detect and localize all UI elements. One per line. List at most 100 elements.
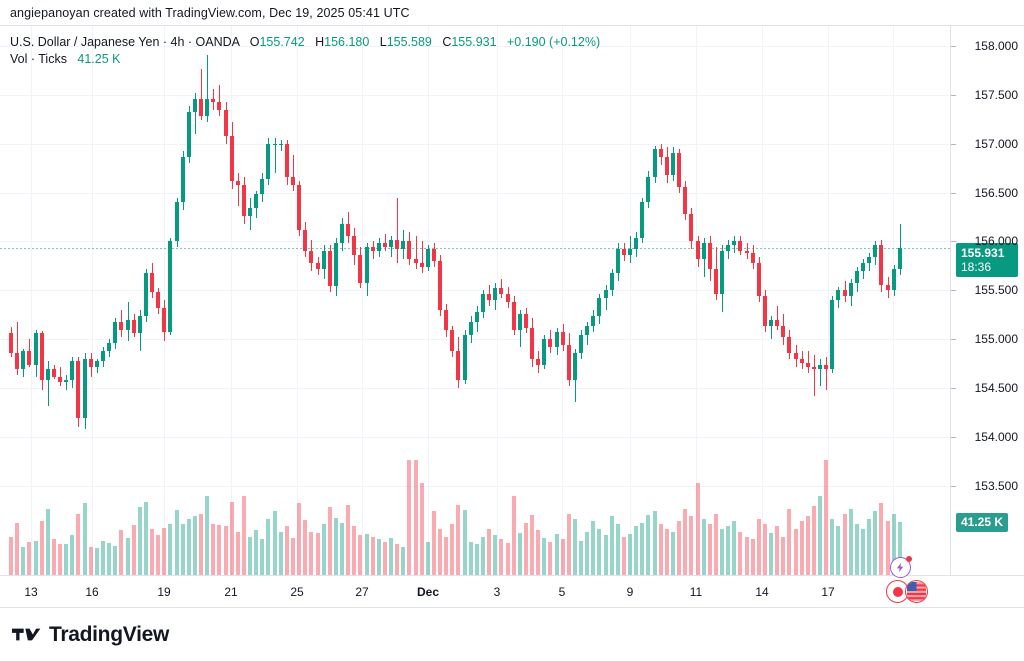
candle-body[interactable] — [254, 194, 259, 209]
volume-bar[interactable] — [671, 531, 675, 575]
candle-body[interactable] — [223, 110, 228, 136]
volume-bar[interactable] — [713, 513, 718, 575]
candle-body[interactable] — [842, 290, 847, 297]
candle-body[interactable] — [572, 353, 577, 381]
volume-bar[interactable] — [21, 546, 26, 575]
volume-bar[interactable] — [180, 523, 185, 575]
volume-bar[interactable] — [229, 502, 234, 575]
volume-bar[interactable] — [707, 523, 712, 575]
candle-body[interactable] — [413, 259, 418, 263]
volume-bar[interactable] — [756, 518, 761, 575]
candle-body[interactable] — [272, 143, 277, 146]
candle-body[interactable] — [499, 288, 504, 295]
volume-bar[interactable] — [824, 460, 829, 575]
volume-bar[interactable] — [695, 483, 700, 575]
volume-bar[interactable] — [211, 523, 216, 575]
candle-body[interactable] — [591, 315, 596, 326]
volume-bar[interactable] — [76, 513, 81, 575]
volume-bar[interactable] — [830, 518, 835, 575]
volume-bar[interactable] — [125, 537, 130, 575]
candle-body[interactable] — [683, 186, 688, 215]
volume-bar[interactable] — [45, 508, 50, 575]
candle-body[interactable] — [352, 235, 357, 256]
volume-bar[interactable] — [897, 522, 902, 575]
candle-body[interactable] — [425, 249, 430, 267]
volume-bar[interactable] — [536, 530, 541, 575]
volume-bar[interactable] — [27, 541, 32, 575]
candle-body[interactable] — [530, 327, 535, 359]
candle-body[interactable] — [646, 176, 651, 203]
volume-bar[interactable] — [848, 508, 853, 575]
candle-body[interactable] — [150, 272, 155, 293]
candle-body[interactable] — [481, 294, 485, 312]
volume-bar[interactable] — [333, 517, 338, 575]
candle-body[interactable] — [621, 249, 626, 256]
volume-bar[interactable] — [297, 503, 302, 575]
volume-bar[interactable] — [793, 529, 798, 575]
volume-bar[interactable] — [58, 544, 63, 575]
volume-bar[interactable] — [762, 523, 767, 575]
candle-body[interactable] — [585, 325, 590, 336]
volume-bar[interactable] — [450, 523, 455, 575]
candle-body[interactable] — [438, 261, 443, 310]
volume-bar[interactable] — [444, 536, 449, 575]
volume-bar[interactable] — [530, 514, 535, 575]
volume-bar[interactable] — [487, 529, 492, 575]
volume-bar[interactable] — [82, 503, 87, 575]
volume-bar[interactable] — [33, 540, 38, 575]
volume-bar[interactable] — [156, 535, 161, 575]
volume-bar[interactable] — [143, 502, 148, 575]
chart-frame[interactable]: U.S. Dollar / Japanese Yen · 4h · OANDA … — [0, 25, 1024, 608]
volume-bar[interactable] — [162, 527, 167, 575]
volume-bar[interactable] — [511, 495, 516, 575]
volume-bar[interactable] — [248, 536, 253, 575]
candle-body[interactable] — [407, 241, 412, 260]
candle-body[interactable] — [775, 319, 780, 326]
volume-bar[interactable] — [481, 536, 485, 575]
candle-body[interactable] — [523, 313, 528, 328]
candle-body[interactable] — [487, 294, 492, 301]
candle-body[interactable] — [260, 178, 265, 195]
volume-bar[interactable] — [186, 518, 191, 575]
candle-body[interactable] — [695, 241, 700, 260]
candle-body[interactable] — [217, 102, 222, 111]
candle-body[interactable] — [444, 310, 449, 330]
candle-body[interactable] — [376, 243, 381, 252]
volume-bar[interactable] — [431, 511, 436, 575]
volume-bar[interactable] — [358, 535, 363, 575]
candle-body[interactable] — [830, 300, 835, 369]
volume-bar[interactable] — [818, 495, 823, 575]
candle-body[interactable] — [750, 253, 755, 263]
candle-body[interactable] — [248, 208, 253, 217]
candle-body[interactable] — [211, 98, 216, 103]
candle-body[interactable] — [854, 270, 859, 283]
candle-body[interactable] — [21, 351, 26, 369]
volume-bar[interactable] — [517, 532, 522, 575]
candle-body[interactable] — [713, 268, 718, 295]
volume-bar[interactable] — [456, 504, 461, 575]
volume-bar[interactable] — [689, 516, 694, 575]
candle-body[interactable] — [677, 153, 682, 187]
candle-body[interactable] — [671, 153, 675, 175]
candle-body[interactable] — [131, 319, 136, 334]
candle-body[interactable] — [94, 360, 99, 367]
volume-bar[interactable] — [107, 543, 112, 575]
candle-body[interactable] — [51, 368, 56, 377]
candle-body[interactable] — [891, 268, 896, 291]
price-axis[interactable]: 155.931 18:36 41.25 K 158.000 157.500 157.… — [950, 26, 1024, 575]
candle-body[interactable] — [15, 353, 20, 369]
candle-body[interactable] — [536, 358, 541, 365]
candle-body[interactable] — [628, 249, 633, 256]
volume-bar[interactable] — [272, 511, 277, 575]
candle-body[interactable] — [315, 263, 320, 269]
candle-body[interactable] — [64, 380, 69, 383]
candle-body[interactable] — [401, 241, 406, 250]
candle-body[interactable] — [468, 321, 473, 336]
volume-bar[interactable] — [401, 546, 406, 575]
candle-body[interactable] — [241, 184, 246, 216]
volume-bar[interactable] — [523, 522, 528, 575]
volume-bar[interactable] — [885, 521, 890, 575]
volume-bar[interactable] — [683, 508, 688, 575]
candle-body[interactable] — [579, 335, 584, 354]
volume-bar[interactable] — [321, 523, 326, 575]
